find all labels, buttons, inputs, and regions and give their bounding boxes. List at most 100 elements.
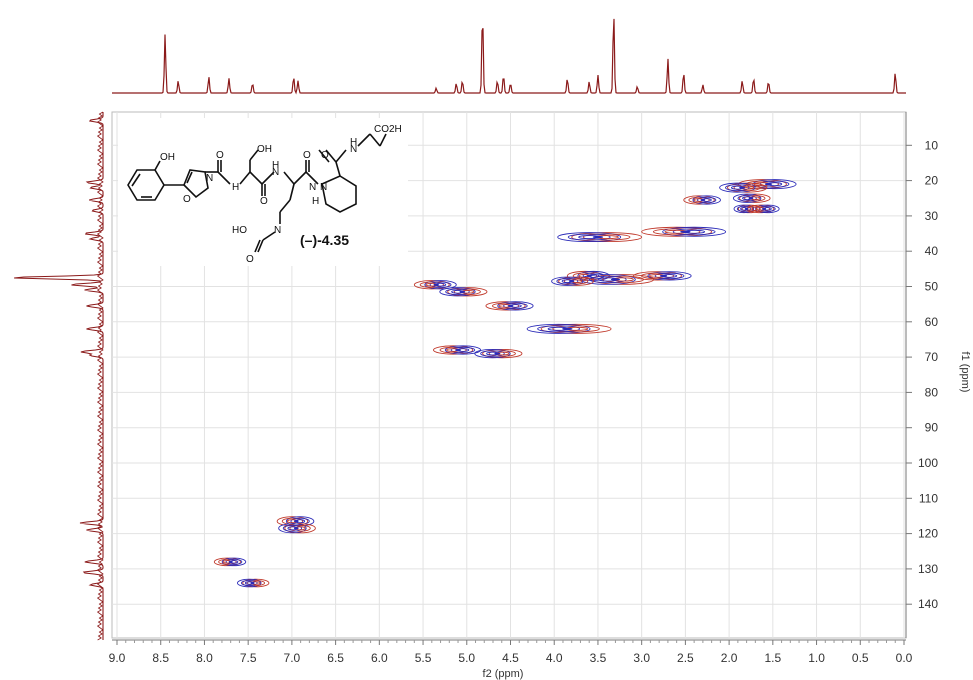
contour-negative	[474, 348, 511, 359]
contour-positive	[683, 195, 715, 205]
y-axis-ticks: 10 20 30 40 50 60 70 80 90 100 110 120 130 140	[906, 138, 938, 611]
contour-negative	[737, 195, 757, 202]
x-tick-label: 8.5	[152, 651, 169, 665]
cross-peak	[557, 232, 643, 243]
contour-negative	[497, 301, 534, 311]
cross-peak	[719, 182, 768, 193]
atom-label: O	[183, 194, 191, 205]
contour-positive	[727, 182, 768, 193]
contour-negative	[225, 558, 243, 565]
cross-peak	[732, 193, 771, 203]
contour-positive	[289, 524, 311, 532]
atom-label: H	[232, 182, 239, 193]
atom-label: O	[321, 150, 329, 161]
contour-positive	[633, 271, 683, 281]
x-tick-label: 5.0	[458, 651, 475, 665]
proton-projection	[112, 18, 906, 95]
contour-positive	[419, 281, 444, 288]
contour-negative	[240, 580, 258, 587]
contour-negative	[736, 205, 751, 212]
contour-positive	[492, 302, 520, 310]
contour-positive	[751, 205, 771, 212]
contour-negative	[439, 287, 476, 297]
x-tick-label: 6.5	[327, 651, 344, 665]
contour-negative	[556, 277, 579, 285]
x-tick-label: 0.5	[852, 651, 869, 665]
atom-label: N	[274, 225, 281, 236]
contour-positive	[485, 301, 526, 311]
cross-peak	[633, 271, 692, 281]
x-tick-label: 2.5	[677, 651, 694, 665]
contour-negative	[725, 184, 750, 192]
x-tick-label: 3.0	[633, 651, 650, 665]
x-tick-label: 6.0	[371, 651, 388, 665]
contour-positive	[558, 276, 595, 286]
contour-positive	[218, 558, 237, 565]
contour-core	[494, 352, 501, 355]
contour-negative	[480, 350, 505, 357]
atom-label: N	[206, 173, 213, 184]
cross-peak	[551, 276, 595, 286]
y-tick-label: 50	[925, 280, 939, 294]
contour-positive	[482, 348, 523, 359]
x-tick-label: 1.5	[764, 651, 781, 665]
contour-negative	[282, 524, 303, 532]
contour-negative	[732, 193, 762, 203]
atom-label: O	[303, 150, 311, 161]
cross-peak	[526, 323, 612, 334]
cross-peak	[432, 345, 482, 355]
x-tick-label: 3.5	[590, 651, 607, 665]
contour-negative	[662, 226, 727, 237]
contour-positive	[737, 204, 761, 214]
contour-negative	[588, 275, 627, 284]
y-axis-label: f1 (ppm)	[959, 352, 971, 393]
atom-label: N	[320, 182, 327, 193]
contour-positive	[733, 184, 761, 192]
y-tick-label: 60	[925, 315, 939, 329]
atom-label: O	[260, 196, 268, 207]
contour-core	[562, 327, 573, 331]
x-axis-label: f2 (ppm)	[483, 668, 524, 680]
contour-core	[744, 207, 749, 211]
contour-core	[748, 197, 754, 200]
contour-core	[762, 207, 767, 211]
cross-peak	[733, 204, 761, 214]
contour-core	[228, 560, 233, 564]
cross-peak	[474, 348, 523, 359]
contour-positive	[540, 323, 612, 334]
atom-label: CO2H	[374, 124, 402, 135]
contour-positive	[571, 232, 643, 243]
cross-peak	[683, 195, 721, 205]
x-tick-label: 8.0	[196, 651, 213, 665]
contour-positive	[552, 325, 600, 333]
x-axis-ticks: 9.0 8.5 8.0 7.5 7.0 6.5 6.0 5.5 5.0 4.5 4.0 3.5 3.0 2…	[109, 640, 913, 665]
contour-negative	[551, 276, 584, 286]
x-tick-label: 7.5	[240, 651, 257, 665]
carbon-projection-noise	[96, 111, 104, 641]
contour-core	[569, 280, 575, 283]
contour-positive	[582, 233, 631, 241]
contour-negative	[424, 280, 457, 290]
x-tick-label: 5.5	[415, 651, 432, 665]
contour-core	[507, 304, 514, 308]
y-tick-label: 70	[925, 350, 939, 364]
y-tick-label: 80	[925, 385, 939, 399]
contour-core	[592, 235, 604, 239]
proton-projection-trace	[112, 18, 906, 95]
contour-positive	[737, 179, 787, 190]
atom-label: N	[309, 182, 316, 193]
contour-negative	[647, 271, 692, 281]
atom-label: O	[216, 150, 224, 161]
contour-positive	[447, 287, 488, 297]
contour-core	[659, 274, 668, 278]
y-tick-label: 140	[918, 597, 938, 611]
cross-peak	[485, 301, 534, 311]
atom-label: H	[312, 196, 319, 207]
contour-positive	[242, 578, 270, 588]
atom-label: N	[350, 144, 357, 155]
y-tick-label: 10	[925, 138, 939, 152]
cross-peak	[413, 280, 457, 290]
carbon-projection	[14, 111, 104, 641]
cross-peak	[439, 287, 488, 297]
